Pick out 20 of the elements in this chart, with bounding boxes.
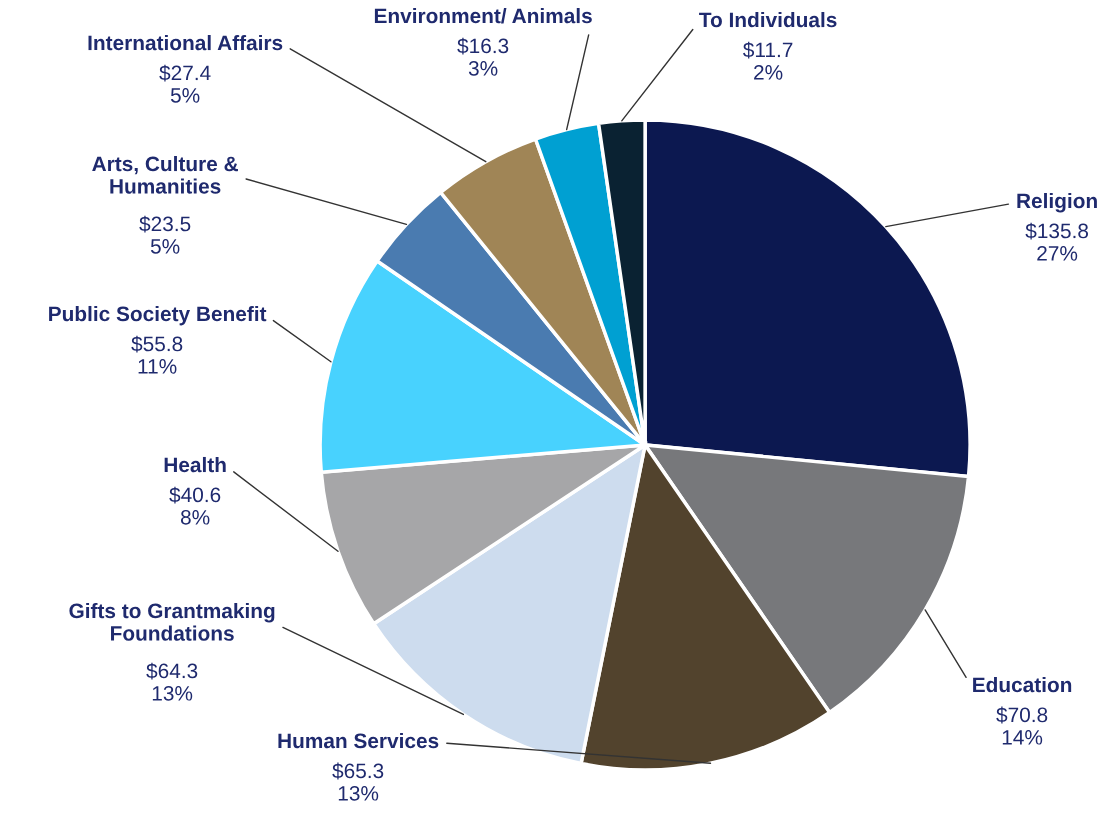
slice-label: Education bbox=[973, 676, 1072, 693]
data-label: $11.7 2% bbox=[743, 41, 793, 80]
data-label: $70.8 14% bbox=[996, 706, 1048, 745]
data-label: $64.3 13% bbox=[146, 662, 198, 701]
slice-label: Religion bbox=[1017, 192, 1097, 213]
slice-label: To Individuals bbox=[699, 11, 837, 28]
data-label: $23.5 5% bbox=[139, 215, 191, 254]
data-label: $55.8 11% bbox=[131, 335, 183, 374]
data-label: $40.6 8% bbox=[169, 486, 221, 525]
data-label: $27.4 5% bbox=[159, 64, 211, 103]
slice-label: Gifts to Grantmaking Foundations bbox=[69, 602, 275, 641]
slice-label: International Affairs bbox=[88, 34, 283, 51]
slice-label: Human Services bbox=[278, 732, 439, 749]
data-label: $135.8 27% bbox=[1025, 222, 1089, 261]
slice-label: Health bbox=[164, 456, 226, 473]
data-label: $65.3 13% bbox=[332, 762, 384, 801]
slice-label: Environment/ Animals bbox=[374, 7, 592, 24]
data-label: $16.3 3% bbox=[457, 37, 509, 76]
slice-label: Arts, Culture & Humanities bbox=[92, 155, 238, 194]
slice-label: Public Society Benefit bbox=[49, 305, 267, 326]
